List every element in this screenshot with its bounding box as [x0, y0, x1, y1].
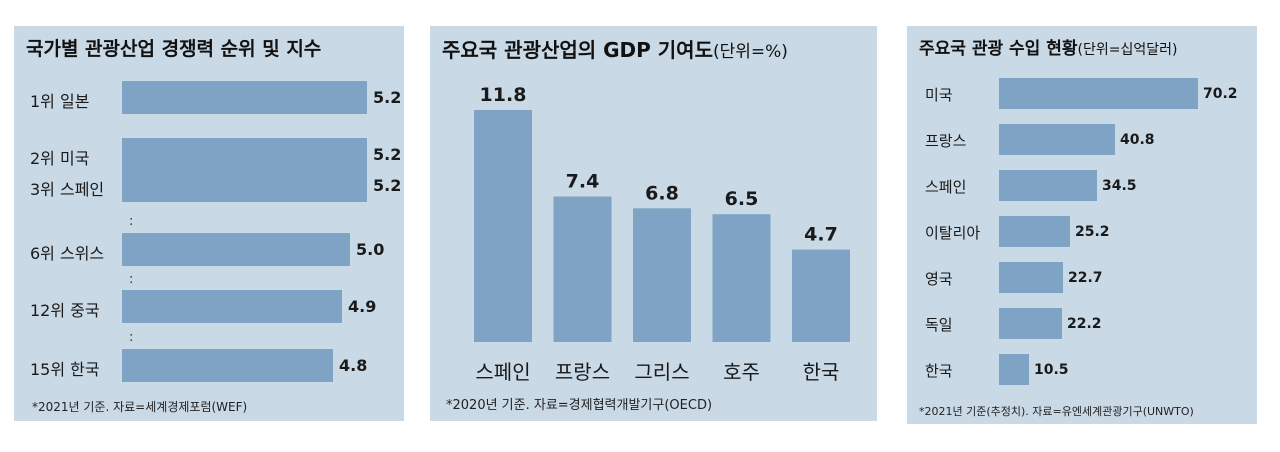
gdp-category-label: 프랑스	[555, 360, 610, 384]
revenue-category-label: 스페인	[925, 178, 967, 196]
gdp-value-label: 7.4	[566, 171, 600, 193]
gdp-category-label: 한국	[803, 360, 840, 384]
competitiveness-bar	[122, 290, 342, 323]
gdp-title-text: 주요국 관광산업의 GDP 기여도	[442, 38, 713, 62]
competitiveness-category-label: 12위 중국	[30, 301, 100, 320]
revenue-bar	[999, 308, 1062, 339]
competitiveness-bar	[122, 138, 367, 171]
gdp-bar	[474, 110, 532, 342]
revenue-category-label: 프랑스	[925, 132, 967, 150]
revenue-value-label: 70.2	[1203, 86, 1238, 102]
competitiveness-value-label: 5.2	[373, 176, 402, 195]
competitiveness-ellipsis: :	[129, 330, 134, 345]
competitiveness-value-label: 4.8	[339, 356, 368, 375]
revenue-value-label: 40.8	[1120, 132, 1155, 148]
gdp-category-label: 호주	[723, 360, 760, 384]
gdp-unit: (단위=%)	[712, 42, 788, 62]
gdp-value-label: 6.8	[645, 182, 679, 204]
revenue-chart: 미국 70.2 프랑스 40.8 스페인 34.5 이탈리아 25.2 영국 22.7 독일 22.2…	[907, 26, 1257, 424]
competitiveness-value-label: 5.2	[373, 145, 402, 164]
revenue-category-label: 이탈리아	[925, 224, 981, 242]
revenue-value-label: 10.5	[1034, 362, 1069, 378]
gdp-bar	[712, 214, 771, 342]
revenue-bar	[999, 354, 1029, 385]
competitiveness-chart: 1위 일본 5.2 2위 미국 5.2 3위 스페인 5.2 6위 스위스 5.0 12위 중국…	[14, 26, 404, 421]
gdp-value-label: 11.8	[480, 84, 527, 106]
revenue-footnote: *2021년 기준(추정치). 자료=유엔세계관광기구(UNWTO)	[919, 405, 1194, 418]
revenue-value-label: 25.2	[1075, 224, 1110, 240]
competitiveness-value-label: 5.2	[373, 88, 402, 107]
gdp-title: 주요국 관광산업의 GDP 기여도(단위=%)	[442, 34, 788, 63]
competitiveness-title: 국가별 관광산업 경쟁력 순위 및 지수	[26, 38, 322, 60]
revenue-category-label: 미국	[925, 86, 953, 104]
gdp-category-label: 그리스	[634, 360, 689, 384]
gdp-bar	[633, 208, 691, 342]
competitiveness-panel: 국가별 관광산업 경쟁력 순위 및 지수 1위 일본 5.2 2위 미국 5.2 3위 …	[14, 26, 404, 421]
competitiveness-ellipsis: :	[129, 272, 134, 287]
revenue-unit: (단위=십억달러)	[1077, 42, 1178, 58]
competitiveness-category-label: 15위 한국	[30, 360, 100, 379]
revenue-title-text: 주요국 관광 수입 현황	[919, 39, 1078, 59]
gdp-bar	[792, 249, 850, 342]
competitiveness-category-label: 3위 스페인	[30, 180, 105, 199]
competitiveness-bar	[122, 233, 350, 266]
gdp-category-label: 스페인	[475, 360, 530, 384]
competitiveness-bar	[122, 81, 367, 114]
competitiveness-footnote: *2021년 기준. 자료=세계경제포럼(WEF)	[32, 400, 248, 414]
gdp-value-label: 6.5	[725, 188, 759, 210]
gdp-chart: 11.8 스페인 7.4 프랑스 6.8 그리스 6.5 호주 4.7 한국	[474, 84, 850, 384]
competitiveness-bar	[122, 349, 333, 382]
competitiveness-value-label: 5.0	[356, 240, 385, 259]
gdp-panel: 주요국 관광산업의 GDP 기여도(단위=%) 11.8 스페인 7.4 프랑스 6.8…	[430, 26, 877, 421]
revenue-value-label: 34.5	[1102, 178, 1137, 194]
revenue-bar	[999, 170, 1097, 201]
revenue-title: 주요국 관광 수입 현황(단위=십억달러)	[919, 34, 1177, 59]
competitiveness-ellipsis: :	[129, 214, 134, 229]
gdp-value-label: 4.7	[804, 224, 838, 246]
competitiveness-bar	[122, 169, 367, 202]
revenue-bar	[999, 262, 1063, 293]
revenue-value-label: 22.7	[1068, 270, 1103, 286]
revenue-bar	[999, 78, 1198, 109]
gdp-footnote: *2020년 기준. 자료=경제협력개발기구(OECD)	[446, 398, 713, 413]
revenue-bar	[999, 216, 1070, 247]
revenue-panel: 주요국 관광 수입 현황(단위=십억달러) 미국 70.2 프랑스 40.8 스페인 34…	[907, 26, 1257, 424]
competitiveness-category-label: 2위 미국	[30, 149, 90, 168]
competitiveness-value-label: 4.9	[348, 297, 377, 316]
competitiveness-category-label: 1위 일본	[30, 92, 90, 111]
revenue-bar	[999, 124, 1115, 155]
gdp-bar	[553, 196, 612, 342]
competitiveness-category-label: 6위 스위스	[30, 244, 105, 263]
revenue-category-label: 독일	[925, 316, 953, 334]
revenue-category-label: 한국	[925, 362, 953, 380]
revenue-category-label: 영국	[925, 270, 953, 288]
revenue-value-label: 22.2	[1067, 316, 1102, 332]
